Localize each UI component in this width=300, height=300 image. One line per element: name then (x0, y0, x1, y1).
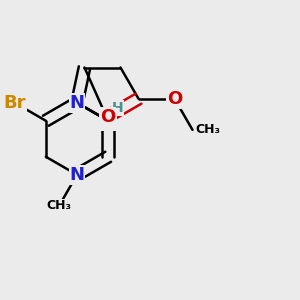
Text: H: H (112, 101, 124, 115)
Text: CH₃: CH₃ (46, 200, 71, 212)
Text: N: N (70, 94, 85, 112)
Text: Br: Br (3, 94, 26, 112)
Text: N: N (101, 112, 116, 130)
Text: O: O (100, 108, 115, 126)
Text: O: O (167, 90, 182, 108)
Text: N: N (70, 166, 85, 184)
Text: CH₃: CH₃ (196, 123, 221, 136)
